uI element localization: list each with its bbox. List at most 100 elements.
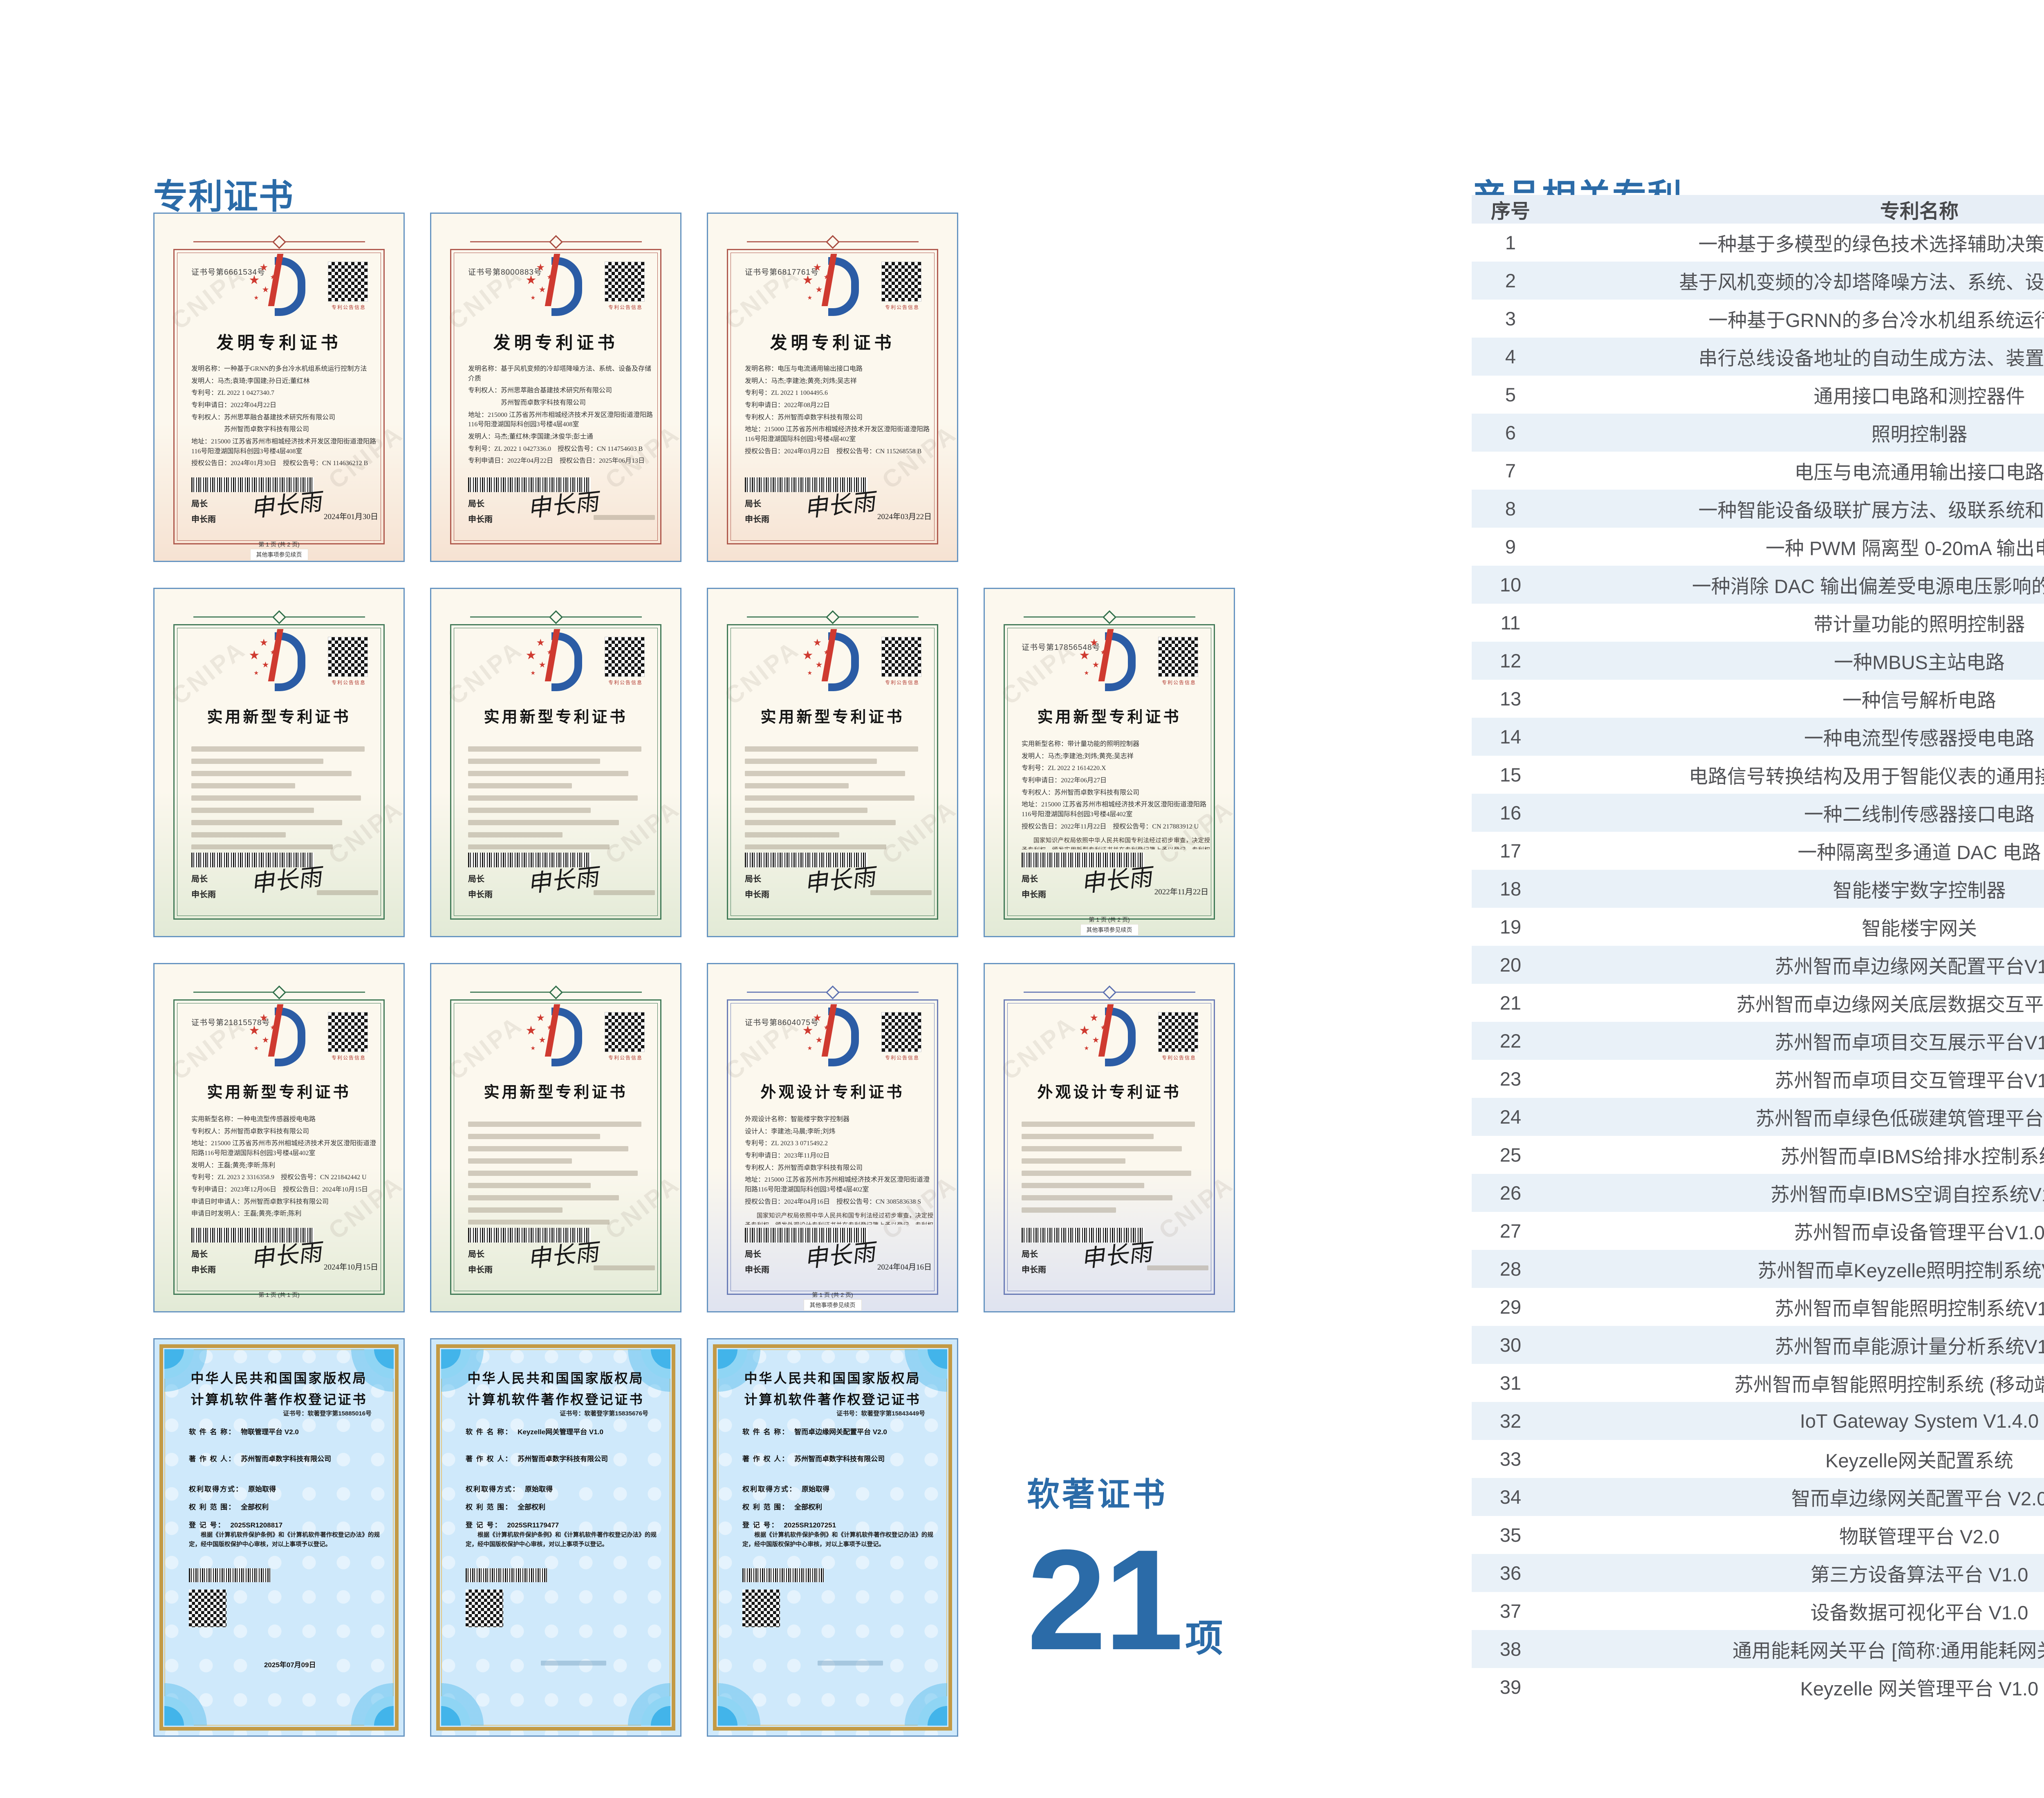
- continuation-note: 其他事项参见续页: [250, 549, 308, 560]
- cell-index: 9: [1505, 536, 1516, 558]
- software-cert-count-value: 21: [1027, 1520, 1183, 1680]
- ornament-frame: [173, 249, 385, 544]
- placeholder-line: [191, 808, 314, 813]
- field-value: 全部权利: [794, 1503, 823, 1511]
- field-line: 地址：215000 江苏省苏州市相城经济技术开发区澄阳街道澄阳路116号阳澄湖国…: [191, 438, 377, 455]
- qr-code-block: 专利公告信息: [881, 262, 923, 311]
- qr-code: [189, 1590, 226, 1627]
- field-label: 著 作 权 人：: [742, 1455, 790, 1463]
- signer-name: 申长雨: [191, 515, 216, 524]
- ornament-frame: [450, 249, 661, 544]
- cell-patent-name: 一种MBUS主站电路: [1834, 652, 2005, 673]
- placeholder-line: [745, 808, 867, 813]
- barcode: [745, 853, 867, 867]
- field-label: 权 利 范 围：: [742, 1503, 790, 1511]
- certificate-row: CNIPA CNIPA 证书号第6661534号 ★ ★ ★ ★ ★ 专利公告信息 发明专利证书发…: [153, 213, 1429, 562]
- qr-caption: 专利公告信息: [331, 305, 366, 310]
- field-line: 申请日时申请人：苏州智而卓数字科技有限公司: [191, 1198, 329, 1205]
- table-row: 25苏州智而卓IBMS给排水控制系统软著: [1472, 1136, 2044, 1174]
- page-footer: 第 1 页 (共 2 页): [812, 1292, 853, 1298]
- ornament-frame: [450, 624, 661, 920]
- placeholder-line: [1022, 1134, 1154, 1139]
- certificate-number: 证书号第8000883号: [468, 268, 542, 277]
- signer-label: 局长: [1022, 1250, 1038, 1259]
- cnipa-logo: ★ ★ ★ ★ ★: [800, 253, 865, 316]
- certificate-title: 实用新型专利证书: [207, 709, 351, 726]
- field-line: 专利申请日：2023年12月06日 授权公告日：2024年10月15日: [191, 1186, 368, 1193]
- cell-patent-name: 一种电流型传感器授电电路: [1804, 728, 2035, 749]
- star-icon: ★: [253, 294, 259, 301]
- ornament-gold-frame: [159, 1344, 399, 1731]
- signer-label: 局长: [468, 1250, 484, 1259]
- placeholder-line: [468, 1220, 610, 1225]
- field-line: 专利号：ZL 2023 2 3316358.9 授权公告号：CN 2218424…: [191, 1174, 367, 1181]
- field-line: 地址：215000 江苏省苏州市相城经济技术开发区澄阳街道澄阳路116号阳澄湖国…: [468, 411, 653, 428]
- certificate-number: 证书号第8604075号: [745, 1019, 819, 1027]
- field-line: 地址：215000 江苏省苏州市苏州相城经济技术开发区澄阳街道澄阳路116号阳澄…: [745, 1176, 930, 1193]
- legal-paragraph: 根据《计算机软件保护条例》和《计算机软件著作权登记办法》的规定，经中国版权保护中…: [466, 1532, 657, 1548]
- barcode: [466, 1568, 547, 1582]
- ornament-flourish: [470, 985, 642, 999]
- field-value: 2025SR1179477: [507, 1521, 559, 1529]
- star-icon: ★: [547, 274, 553, 281]
- qr-caption: 专利公告信息: [885, 305, 919, 310]
- placeholder-line: [468, 832, 563, 837]
- field-line: 授权公告日：2022年11月22日 授权公告号：CN 217883912 U: [1022, 823, 1199, 830]
- table-row: 12一种MBUS主站电路实用新型: [1472, 642, 2044, 680]
- cell-index: 38: [1499, 1638, 1522, 1660]
- cell-index: 24: [1499, 1106, 1522, 1128]
- signer-label: 局长: [191, 1250, 208, 1259]
- certificate-title: 实用新型专利证书: [484, 709, 628, 726]
- certificate-title: 外观设计专利证书: [760, 1084, 905, 1101]
- table-row: 28苏州智而卓Keyzelle照明控制系统V1.0软著: [1472, 1250, 2044, 1288]
- ornament-frame: [727, 249, 938, 544]
- qr-code: [605, 637, 645, 677]
- field-line: 授权公告日：2024年01月30日 授权公告号：CN 114636212 B: [191, 460, 368, 467]
- signer-label: 局长: [191, 499, 208, 508]
- star-icon: ★: [1089, 637, 1099, 648]
- placeholder-line: [468, 1195, 619, 1200]
- signer-label: 局长: [191, 875, 208, 884]
- software-cert-stat: 软著证书 21 项: [1027, 1468, 1223, 1680]
- table-row: 14一种电流型传感器授电电路实用新型: [1472, 718, 2044, 756]
- star-icon: ★: [547, 1024, 553, 1031]
- cell-index: 34: [1499, 1486, 1522, 1508]
- qr-code: [1158, 637, 1198, 677]
- certificate-utility: CNIPA CNIPA ★ ★ ★ ★ ★ 专利公告信息 实用新型专利证书 局长 申长雨 申长雨: [430, 588, 681, 937]
- qr-code: [328, 262, 368, 302]
- cell-index: 39: [1499, 1676, 1522, 1698]
- table-row: 11带计量功能的照明控制器实用新型: [1472, 604, 2044, 642]
- star-icon: ★: [1084, 1045, 1089, 1051]
- field-label: 权利取得方式：: [189, 1485, 243, 1493]
- field-line: 专利申请日：2023年11月02日: [745, 1152, 830, 1160]
- field-label: 权 利 范 围：: [189, 1503, 236, 1511]
- cnipa-logo: ★ ★ ★ ★ ★: [523, 628, 589, 691]
- field-line: 设计人：李建池;马晨;李昕;刘炜: [745, 1128, 836, 1135]
- star-icon: ★: [815, 661, 823, 669]
- issue-date: 2024年03月22日: [877, 513, 932, 521]
- ornament-lace-corner: [164, 1658, 232, 1726]
- cnipa-logo: ★ ★ ★ ★ ★: [523, 1003, 589, 1066]
- signer-label: 局长: [745, 875, 761, 884]
- field-value: 智而卓边缘网关配置平台 V2.0: [794, 1428, 887, 1436]
- ornament-frame: [727, 999, 938, 1295]
- column-header-1: 专利名称: [1549, 195, 2044, 224]
- field-way: 权利取得方式： 原始取得: [189, 1483, 380, 1493]
- cell-patent-name: 物联管理平台 V2.0: [1839, 1526, 1999, 1547]
- field-owner: 著 作 权 人： 苏州智而卓数字科技有限公司: [742, 1453, 933, 1463]
- issue-date: 2024年01月30日: [323, 513, 378, 521]
- certificate-invention: CNIPA CNIPA 证书号第8000883号 ★ ★ ★ ★ ★ 专利公告信息 发明专利证书发…: [430, 213, 681, 562]
- barcode: [191, 477, 314, 492]
- placeholder-line: [191, 795, 361, 801]
- star-icon: ★: [249, 649, 260, 662]
- cell-patent-name: 苏州智而卓边缘网关底层数据交互平台V1.0: [1736, 994, 2044, 1015]
- field-line: 专利申请日：2022年04月22日: [191, 402, 277, 409]
- cnipa-logo: ★ ★ ★ ★ ★: [800, 628, 865, 691]
- star-icon: ★: [823, 274, 829, 281]
- certificate-body: 实用新型名称：一种电流型传感器授电电路 专利权人：苏州智而卓数字科技有限公司 地址：…: [191, 1115, 380, 1225]
- placeholder-lines: [468, 1122, 657, 1225]
